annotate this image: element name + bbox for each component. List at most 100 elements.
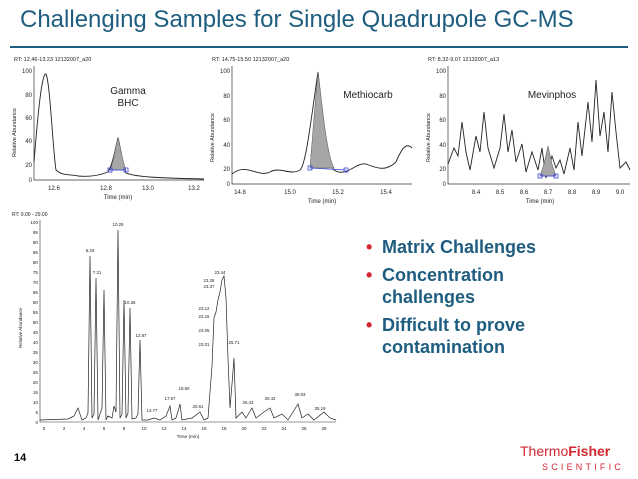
y-tick: 100 xyxy=(436,69,447,75)
y-tick: 50 xyxy=(33,320,39,325)
thermo-fisher-logo: ThermoFisher SCIENTIFIC xyxy=(518,440,630,474)
peak-label: 23.28 xyxy=(204,278,216,283)
x-tick: 0 xyxy=(43,426,46,431)
axis-frame xyxy=(33,66,204,181)
peak-label: 35.19 xyxy=(315,406,327,411)
x-tick: 13.0 xyxy=(142,186,154,192)
bullet-text: Concentration challenges xyxy=(382,265,505,307)
page-number: 14 xyxy=(14,452,27,464)
x-tick: 20 xyxy=(241,426,247,431)
x-tick: 2 xyxy=(63,426,66,431)
y-tick: 35 xyxy=(33,350,39,355)
bullet-text: Difficult to prove contamination xyxy=(382,315,525,357)
axis-title-y: Relative Abundance xyxy=(426,113,432,162)
y-tick: 80 xyxy=(25,93,32,99)
y-tick: 10 xyxy=(33,400,39,405)
logo-fisher: Fisher xyxy=(568,443,611,459)
x-tick: 13.2 xyxy=(188,186,200,192)
integrated-peak xyxy=(109,137,127,171)
x-tick: 24 xyxy=(281,426,287,431)
y-tick: 20 xyxy=(439,167,446,173)
panel-header: RT: 0.00 - 29.00 xyxy=(12,212,48,218)
bullet-item: • Matrix Challenges xyxy=(366,236,596,258)
y-tick: 100 xyxy=(220,69,231,75)
peak-label: 30.42 xyxy=(265,396,277,401)
integrated-peak xyxy=(309,71,335,169)
y-tick: 95 xyxy=(33,230,39,235)
baseline-marker xyxy=(553,173,559,179)
x-tick: 8.9 xyxy=(592,190,601,196)
x-tick: 18 xyxy=(221,426,227,431)
bullet-text: Matrix Challenges xyxy=(382,237,537,257)
compound-label: Gamma xyxy=(110,86,146,97)
chromatogram-trace xyxy=(39,229,337,421)
y-tick: 80 xyxy=(33,260,39,265)
y-tick: 40 xyxy=(25,139,32,145)
x-tick: 8.5 xyxy=(496,190,505,196)
y-tick: 0 xyxy=(227,182,231,188)
y-tick: 80 xyxy=(223,94,230,100)
baseline-marker xyxy=(107,167,113,173)
peak-label: 25.71 xyxy=(229,340,241,345)
y-tick: 40 xyxy=(33,340,39,345)
peak-label: 20.61 xyxy=(193,404,205,409)
peak-baseline xyxy=(309,167,347,171)
axis-title-x: Time (min) xyxy=(104,195,132,201)
x-tick: 9.0 xyxy=(616,190,625,196)
peak-label: 23.12 xyxy=(199,306,211,311)
y-tick: 20 xyxy=(223,167,230,173)
bullet-item: • Concentration challenges xyxy=(366,264,596,308)
chromatogram-full-run: RT: 0.00 - 29.00 Relative Abundance 100 … xyxy=(8,208,338,440)
y-tick: 15 xyxy=(33,390,39,395)
axis-frame xyxy=(231,66,412,185)
baseline-marker xyxy=(343,167,349,173)
bullet-dot-icon: • xyxy=(366,237,373,257)
y-tick: 30 xyxy=(33,360,39,365)
slide-title: Challenging Samples for Single Quadrupol… xyxy=(20,6,574,33)
axis-frame xyxy=(39,220,336,423)
y-tick: 5 xyxy=(35,410,38,415)
x-tick: 14 xyxy=(181,426,187,431)
x-tick: 16 xyxy=(201,426,207,431)
x-tick: 6 xyxy=(103,426,106,431)
y-tick: 80 xyxy=(439,94,446,100)
logo-thermo: Thermo xyxy=(520,443,568,459)
axis-title-x: Time (min) xyxy=(308,199,336,205)
panel-header: RT: 8.32-9.07 12132007_a13 xyxy=(428,57,499,63)
peak-label: 26.43 xyxy=(243,400,255,405)
peak-label: 23.01 xyxy=(199,342,211,347)
y-tick: 20 xyxy=(25,163,32,169)
peak-label: 10.36 xyxy=(125,300,137,305)
y-tick: 60 xyxy=(439,118,446,124)
peak-label: 35.03 xyxy=(295,392,307,397)
peak-label: 23.37 xyxy=(204,284,216,289)
axis-title-x: Time (min) xyxy=(526,199,554,205)
y-tick: 65 xyxy=(33,290,39,295)
x-tick: 4 xyxy=(83,426,86,431)
peak-label: 23.15 xyxy=(199,314,211,319)
title-divider xyxy=(10,46,628,48)
bullet-dot-icon: • xyxy=(366,265,373,285)
chromatogram-methiocarb: RT: 14.75-15.50 12132007_a20 Relative Ab… xyxy=(206,52,416,207)
y-tick: 0 xyxy=(35,420,38,425)
x-tick: 14.8 xyxy=(234,190,246,196)
chromatogram-mevinphos: RT: 8.32-9.07 12132007_a13 Relative Abun… xyxy=(422,52,634,207)
x-tick: 28 xyxy=(321,426,327,431)
peak-label: 13.77 xyxy=(147,408,159,413)
baseline-marker xyxy=(123,167,129,173)
x-tick: 22 xyxy=(261,426,267,431)
x-tick: 15.2 xyxy=(332,190,344,196)
compound-label: Mevinphos xyxy=(528,90,576,101)
axis-title-y: Relative Abundance xyxy=(210,113,216,162)
peak-label: 18.60 xyxy=(179,386,191,391)
y-tick: 55 xyxy=(33,310,39,315)
x-tick: 8 xyxy=(123,426,126,431)
baseline-marker xyxy=(307,165,313,171)
bullet-dot-icon: • xyxy=(366,315,373,335)
axis-title-y: Relative Abundance xyxy=(12,108,18,157)
axis-frame xyxy=(447,66,630,185)
y-tick: 85 xyxy=(33,250,39,255)
y-tick: 40 xyxy=(439,143,446,149)
compound-label: BHC xyxy=(117,98,138,109)
peak-label: 17.67 xyxy=(165,396,177,401)
